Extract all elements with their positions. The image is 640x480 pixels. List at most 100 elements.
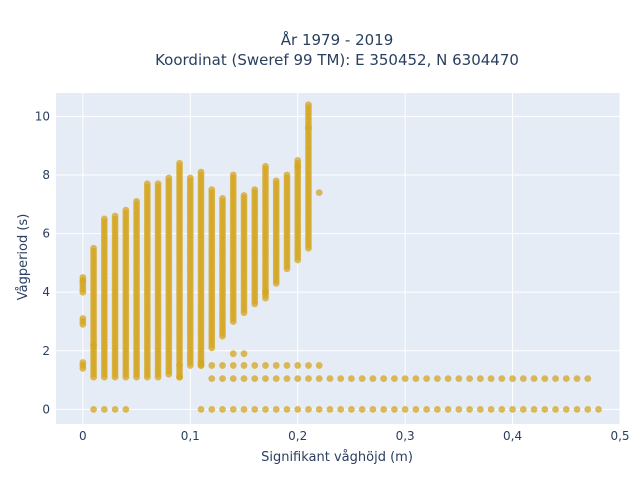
data-point [584,405,592,413]
data-point [369,375,377,382]
data-point [573,375,581,382]
data-point [391,405,398,413]
data-point [476,405,484,413]
data-point [240,192,248,199]
data-point [562,405,570,413]
data-point [562,375,570,382]
data-point [262,288,269,296]
data-point [498,375,506,382]
data-point [262,362,269,369]
data-point [412,375,420,382]
data-point [433,375,441,382]
data-point [229,350,237,358]
chart-title-line2: Koordinat (Sweref 99 TM): E 350452, N 63… [155,51,519,69]
data-point [348,375,355,382]
data-point [90,341,97,349]
data-point [176,373,183,381]
data-point [251,375,259,382]
data-point [380,375,388,382]
data-point [444,405,452,413]
data-point [219,362,226,369]
data-point [552,375,559,382]
data-point [358,375,366,382]
data-point [122,405,130,413]
data-point [305,405,312,413]
x-tick-label: 0,3 [396,429,415,443]
data-point [519,405,527,413]
data-point [133,197,140,205]
data-point [412,405,420,413]
y-tick-label: 0 [42,402,50,416]
data-point [315,375,323,382]
x-tick-label: 0,2 [288,429,307,443]
data-point [305,124,312,132]
data-point [305,362,312,369]
data-point [455,405,463,413]
data-point [509,375,516,382]
data-point [283,375,291,382]
x-axis-ticks: 0 0,1 0,2 0,3 0,4 0,5 [79,429,630,443]
data-point [262,375,269,382]
data-point [401,375,409,382]
data-point [294,405,302,413]
data-point [240,405,248,413]
data-point [197,168,205,176]
data-point [176,159,183,167]
data-point [541,375,549,382]
data-point [294,156,302,164]
data-point [240,375,248,382]
data-point [552,405,559,413]
data-point [262,405,269,413]
data-point [541,405,549,413]
data-point [272,375,280,382]
data-point [240,362,248,369]
x-tick-label: 0 [79,429,87,443]
data-point [229,405,237,413]
x-tick-label: 0,4 [503,429,522,443]
y-tick-label: 2 [42,344,50,358]
data-point [165,174,173,182]
data-point [573,405,581,413]
data-point [315,189,323,196]
data-point [122,206,130,214]
data-point [348,405,355,413]
y-axis-title: Vågperiod (s) [16,214,31,301]
data-point [391,375,398,382]
data-point [219,195,226,202]
x-tick-label: 0,5 [610,429,629,443]
data-point [487,405,495,413]
data-point [584,375,592,382]
data-points [79,101,602,413]
y-tick-label: 8 [42,168,50,182]
data-point [100,215,108,223]
data-point [315,405,323,413]
data-point [294,162,302,170]
data-point [530,405,538,413]
grid-lines [56,93,621,424]
data-point [272,405,280,413]
data-point [251,186,259,194]
data-point [111,212,119,220]
data-point [100,405,108,413]
x-tick-label: 0,1 [181,429,200,443]
data-point [229,171,237,179]
data-point [423,405,431,413]
chart-title-line1: År 1979 - 2019 [281,30,394,49]
data-point [251,362,259,369]
data-point [530,375,538,382]
data-point [219,375,226,382]
plot-area [56,93,620,424]
data-point [197,405,205,413]
data-point [519,375,527,382]
data-point [240,350,248,358]
data-point [444,375,452,382]
data-point [315,362,323,369]
data-point [272,177,280,185]
data-point [90,244,97,252]
data-point [208,186,216,194]
data-point [466,405,473,413]
data-point [251,405,259,413]
y-tick-label: 6 [42,227,50,241]
data-point [229,375,237,382]
